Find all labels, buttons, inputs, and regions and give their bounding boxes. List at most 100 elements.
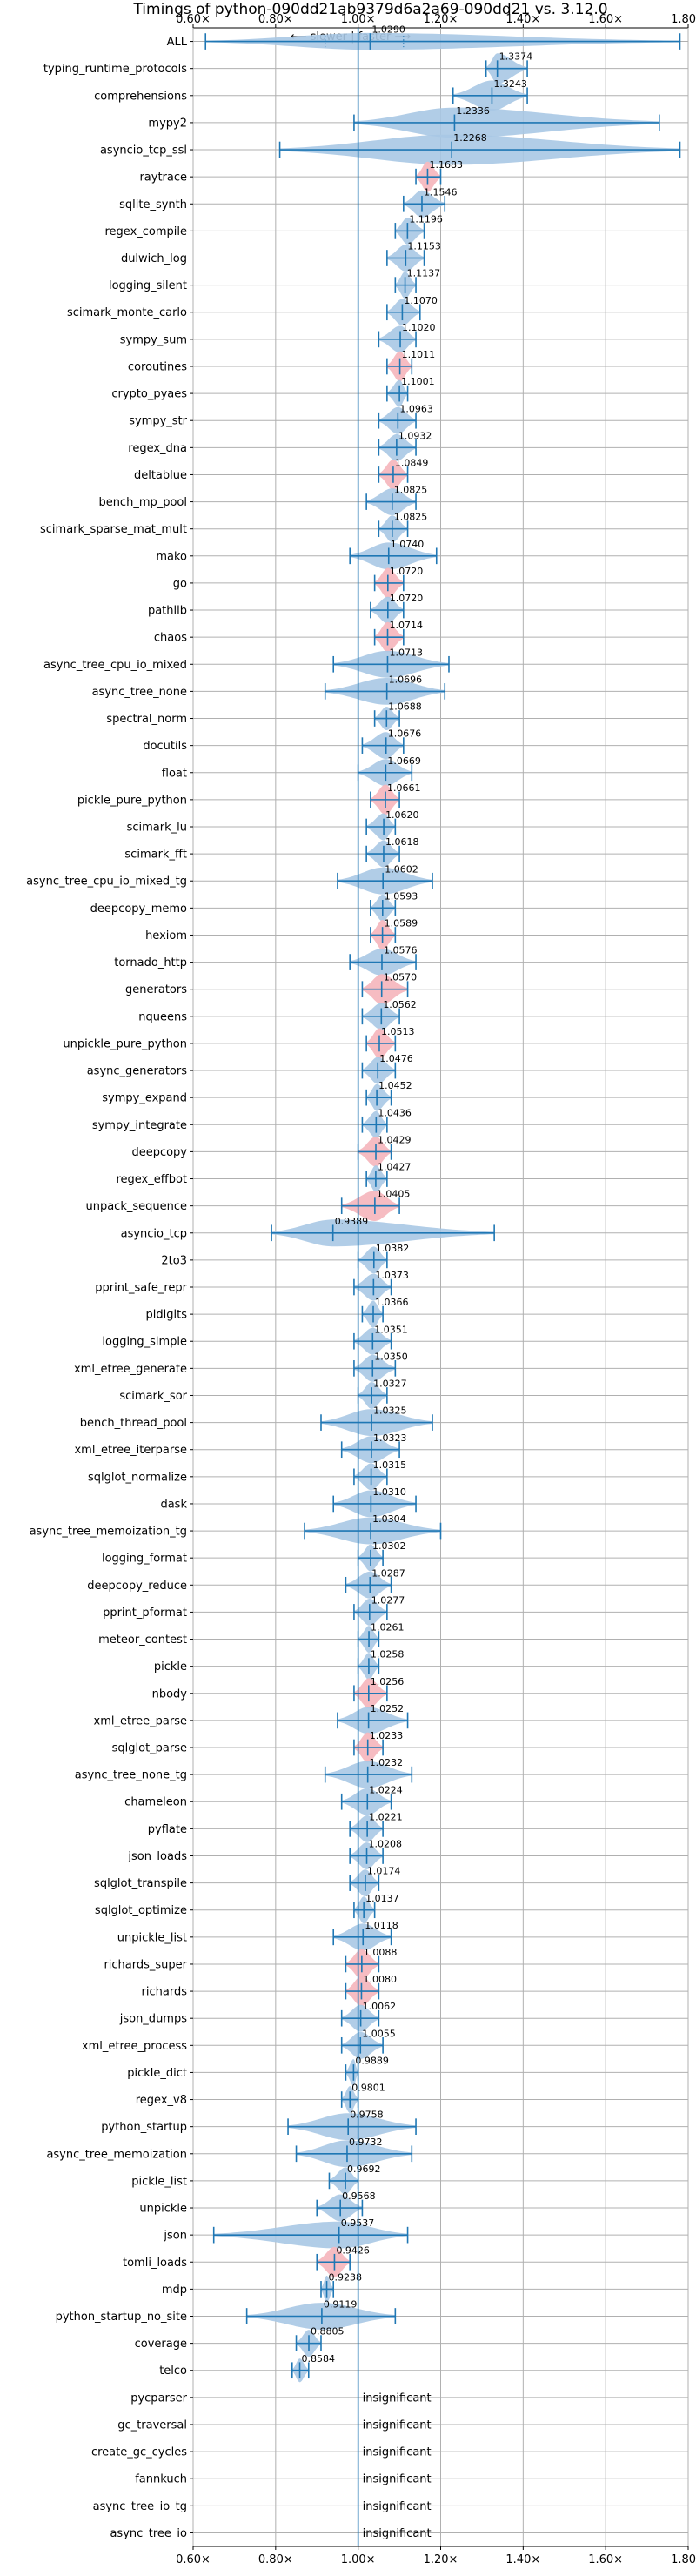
median-value-label: 1.0055: [362, 2028, 396, 2039]
benchmark-label: richards: [142, 1986, 188, 1999]
median-value-label: 0.9758: [350, 2110, 384, 2121]
benchmark-label: sympy_sum: [120, 333, 187, 346]
benchmark-label: async_tree_io_tg: [93, 2500, 187, 2513]
benchmark-label: regex_compile: [104, 225, 187, 238]
median-value-label: 1.0429: [378, 1134, 412, 1145]
benchmark-label: pycparser: [130, 2392, 187, 2405]
benchmark-label: json_loads: [127, 1850, 187, 1863]
benchmark-label: nqueens: [138, 1010, 187, 1023]
benchmark-label: mdp: [162, 2284, 187, 2297]
benchmark-label: docutils: [143, 740, 187, 753]
benchmark-label: chameleon: [124, 1796, 187, 1809]
median-value-label: 1.1137: [407, 268, 441, 279]
median-value-label: 1.0620: [385, 809, 419, 821]
median-value-label: 1.1153: [407, 241, 441, 252]
median-value-label: 1.0452: [378, 1080, 412, 1091]
benchmark-label: asyncio_tcp: [121, 1227, 187, 1240]
median-value-label: 1.0373: [375, 1270, 409, 1281]
benchmark-label: sympy_integrate: [92, 1119, 187, 1132]
benchmark-label: deepcopy: [131, 1146, 187, 1159]
median-value-label: 1.0062: [363, 2001, 397, 2012]
median-value-label: 1.0661: [387, 782, 421, 794]
median-value-label: 1.0233: [370, 1730, 404, 1741]
median-value-label: 1.1020: [402, 322, 436, 333]
median-value-label: 1.0825: [394, 485, 428, 496]
benchmark-label: bench_thread_pool: [80, 1417, 187, 1430]
median-value-label: 0.8805: [311, 2326, 345, 2338]
benchmark-label: sqlglot_optimize: [95, 1904, 187, 1917]
insignificant-label: insignificant: [363, 2418, 432, 2432]
x-tick-label-top: 0.80×: [258, 13, 293, 26]
median-value-label: 1.0714: [390, 620, 424, 631]
benchmark-label: 2to3: [161, 1254, 187, 1267]
median-value-label: 1.0593: [385, 890, 418, 902]
benchmark-label: scimark_sparse_mat_mult: [40, 523, 187, 536]
median-value-label: 1.0325: [373, 1405, 407, 1417]
benchmark-label: async_tree_memoization_tg: [30, 1526, 187, 1539]
median-value-label: 1.1196: [409, 213, 443, 225]
benchmark-label: comprehensions: [94, 90, 187, 103]
benchmark-label: deepcopy_reduce: [87, 1580, 187, 1593]
median-value-label: 0.9692: [347, 2163, 381, 2175]
benchmark-label: pickle_list: [131, 2175, 187, 2188]
median-value-label: 1.0570: [384, 972, 418, 983]
benchmark-label: xml_etree_iterparse: [74, 1444, 187, 1457]
x-tick-label-top: 1.80×: [671, 13, 696, 26]
median-value-label: 1.0562: [383, 999, 417, 1010]
median-value-label: 0.9119: [324, 2299, 358, 2311]
benchmark-label: sqlglot_normalize: [88, 1471, 187, 1484]
x-tick-label-bottom: 1.40×: [505, 2553, 540, 2566]
median-value-label: 0.9238: [329, 2271, 363, 2283]
benchmark-label: deltablue: [134, 469, 187, 482]
benchmark-label: unpickle: [139, 2203, 187, 2216]
x-tick-label-top: 1.20×: [424, 13, 458, 26]
benchmark-label: python_startup_no_site: [56, 2311, 187, 2324]
median-value-label: 1.0118: [365, 1920, 398, 1931]
benchmark-label: tomli_loads: [123, 2257, 187, 2270]
median-value-label: 1.0696: [389, 674, 423, 685]
median-value-label: 1.0740: [391, 539, 425, 550]
median-value-label: 1.0688: [388, 701, 422, 713]
x-tick-label-bottom: 1.00×: [341, 2553, 376, 2566]
median-value-label: 1.0405: [377, 1189, 411, 1200]
benchmark-label: json: [163, 2230, 187, 2243]
median-value-label: 0.9426: [336, 2244, 370, 2256]
benchmark-label: pprint_safe_repr: [95, 1282, 187, 1295]
median-value-label: 1.0221: [369, 1811, 403, 1822]
benchmark-label: xml_etree_parse: [94, 1714, 187, 1727]
benchmark-label: typing_runtime_protocols: [44, 63, 187, 76]
benchmark-label: xml_etree_generate: [74, 1363, 187, 1376]
benchmark-label: asyncio_tcp_ssl: [100, 144, 187, 158]
median-value-label: 1.0589: [385, 918, 418, 929]
median-value-label: 1.0436: [378, 1107, 412, 1118]
benchmark-label: regex_v8: [136, 2094, 187, 2107]
benchmark-label: richards_super: [104, 1958, 187, 1971]
insignificant-label: insignificant: [363, 2473, 432, 2486]
median-value-label: 1.0304: [372, 1513, 406, 1525]
median-value-label: 1.0618: [385, 836, 419, 848]
median-value-label: 1.2336: [456, 105, 490, 117]
insignificant-label: insignificant: [363, 2527, 432, 2540]
benchmark-label: meteor_contest: [98, 1633, 187, 1647]
median-value-label: 1.0849: [395, 457, 429, 468]
median-value-label: 1.1070: [404, 295, 438, 306]
median-value-label: 1.0382: [376, 1243, 410, 1254]
benchmark-label: deepcopy_memo: [90, 902, 187, 916]
median-value-label: 1.0323: [373, 1432, 407, 1444]
x-tick-label-bottom: 1.20×: [424, 2553, 458, 2566]
median-value-label: 1.0427: [378, 1162, 412, 1173]
x-tick-label-top: 1.00×: [341, 13, 376, 26]
x-tick-label-bottom: 0.60×: [176, 2553, 211, 2566]
benchmark-label: coroutines: [128, 360, 187, 373]
benchmark-label: unpack_sequence: [85, 1200, 187, 1213]
benchmark-label: mako: [156, 550, 187, 563]
median-value-label: 1.0669: [387, 755, 421, 767]
median-value-label: 1.3374: [499, 51, 533, 63]
median-value-label: 1.0290: [371, 24, 405, 36]
median-value-label: 1.0720: [390, 566, 424, 577]
x-tick-label-bottom: 1.80×: [671, 2553, 696, 2566]
median-value-label: 0.9389: [335, 1216, 369, 1227]
benchmark-label: crypto_pyaes: [111, 388, 187, 401]
benchmark-label: xml_etree_process: [82, 2040, 187, 2053]
median-value-label: 1.0713: [389, 647, 423, 658]
